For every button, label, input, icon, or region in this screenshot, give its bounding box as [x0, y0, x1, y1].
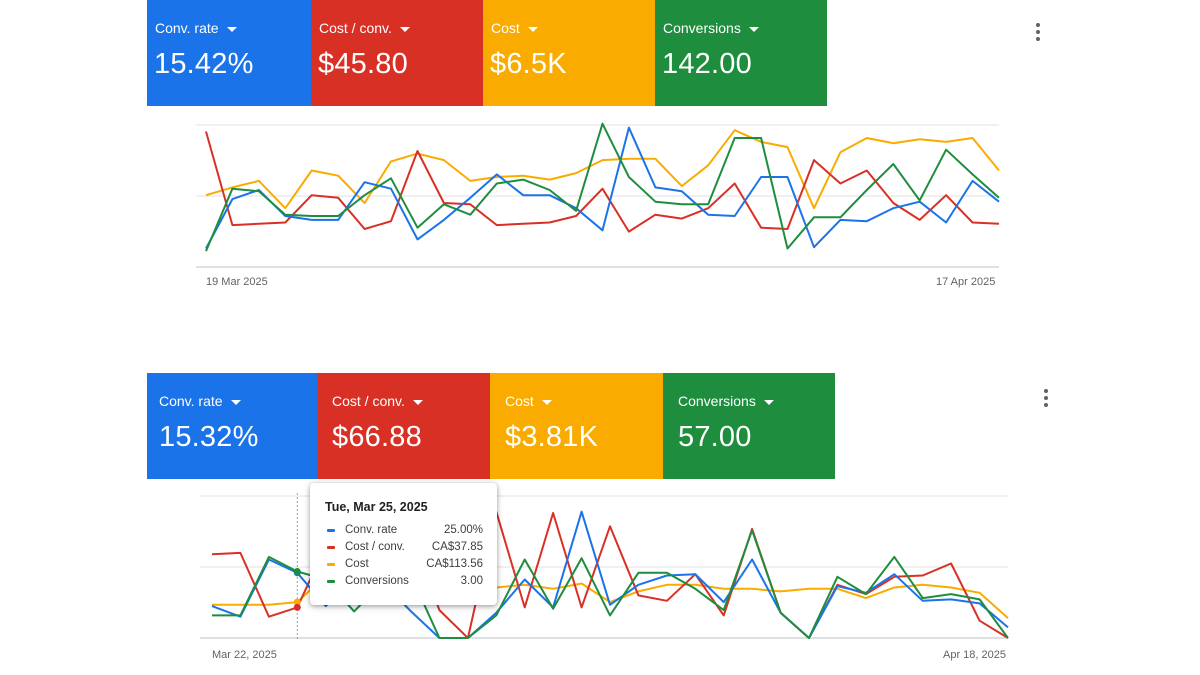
x-axis-start-label: Mar 22, 2025 [212, 649, 277, 661]
metric-label: Cost / conv. [332, 393, 423, 409]
line-chart-1 [196, 122, 1000, 268]
dropdown-caret-icon[interactable] [412, 399, 423, 405]
tooltip-row-value: 3.00 [460, 575, 483, 587]
metric-card-conv-rate[interactable]: Conv. rate 15.42% [147, 0, 311, 106]
metric-card-cost-per-conv[interactable]: Cost / conv. $45.80 [311, 0, 483, 106]
chart-card-1: Conv. rate 15.42% Cost / conv. $45.80 Co… [0, 0, 1200, 300]
hover-point [293, 603, 301, 611]
metric-value: 15.42% [154, 48, 254, 80]
tooltip-row-conv-rate: Conv. rate 25.00% [325, 524, 483, 538]
legend-swatch-yellow [327, 563, 335, 566]
metric-label-text: Cost [505, 393, 534, 409]
metric-label: Conv. rate [155, 20, 237, 36]
tooltip-row-name: Conv. rate [345, 524, 398, 536]
chart-tooltip: Tue, Mar 25, 2025 Conv. rate 25.00% Cost… [310, 483, 497, 605]
dropdown-caret-icon[interactable] [527, 26, 538, 32]
metric-label: Cost / conv. [319, 20, 410, 36]
legend-swatch-red [327, 546, 335, 549]
metric-value: 57.00 [678, 421, 752, 453]
metric-card-conversions[interactable]: Conversions 57.00 [663, 373, 835, 479]
metric-cards-1: Conv. rate 15.42% Cost / conv. $45.80 Co… [147, 0, 827, 106]
x-axis-end-label: 17 Apr 2025 [936, 276, 996, 288]
metric-label-text: Cost / conv. [332, 393, 405, 409]
series-line-conv-rate [205, 126, 1000, 249]
metric-label-text: Cost [491, 20, 520, 36]
metric-label: Cost [491, 20, 538, 36]
metric-label-text: Cost / conv. [319, 20, 392, 36]
metric-label-text: Conversions [678, 393, 756, 409]
hover-point [293, 598, 301, 606]
tooltip-date: Tue, Mar 25, 2025 [325, 500, 428, 514]
tooltip-row-cost: Cost CA$113.56 [325, 558, 483, 572]
metric-value: 142.00 [662, 48, 752, 80]
x-axis-end-label: Apr 18, 2025 [943, 649, 1006, 661]
dropdown-caret-icon[interactable] [763, 399, 774, 405]
more-vert-icon[interactable] [1043, 389, 1049, 407]
metric-card-conversions[interactable]: Conversions 142.00 [655, 0, 827, 106]
metric-value: $3.81K [505, 421, 599, 453]
tooltip-row-value: CA$113.56 [426, 558, 483, 570]
more-vert-icon[interactable] [1035, 23, 1041, 41]
metric-card-cost[interactable]: Cost $3.81K [490, 373, 663, 479]
metric-label: Conversions [663, 20, 759, 36]
dropdown-caret-icon[interactable] [399, 26, 410, 32]
series-line-conversions [205, 122, 1000, 252]
metric-label-text: Conversions [663, 20, 741, 36]
dropdown-caret-icon[interactable] [748, 26, 759, 32]
metric-value: $6.5K [490, 48, 567, 80]
metric-label: Conv. rate [159, 393, 241, 409]
metric-label: Cost [505, 393, 552, 409]
metric-value: $66.88 [332, 421, 422, 453]
tooltip-row-value: 25.00% [443, 524, 483, 536]
series-line-cost [205, 129, 1000, 210]
line-chart-2 [200, 493, 1009, 641]
metric-label: Conversions [678, 393, 774, 409]
hover-point [293, 568, 301, 575]
tooltip-row-name: Conversions [345, 575, 409, 587]
metric-value: 15.32% [159, 421, 259, 453]
metric-card-cost[interactable]: Cost $6.5K [483, 0, 655, 106]
metric-value: $45.80 [318, 48, 408, 80]
legend-swatch-blue [327, 529, 335, 532]
tooltip-row-name: Cost [345, 558, 369, 570]
dropdown-caret-icon[interactable] [230, 399, 241, 405]
dropdown-caret-icon[interactable] [226, 26, 237, 32]
chart-card-2: Conv. rate 15.32% Cost / conv. $66.88 Co… [0, 373, 1200, 675]
dropdown-caret-icon[interactable] [541, 399, 552, 405]
metric-cards-2: Conv. rate 15.32% Cost / conv. $66.88 Co… [147, 373, 835, 479]
metric-label-text: Conv. rate [155, 20, 219, 36]
tooltip-row-cost-per-conv: Cost / conv. CA$37.85 [325, 541, 483, 555]
metric-label-text: Conv. rate [159, 393, 223, 409]
tooltip-row-conversions: Conversions 3.00 [325, 575, 483, 589]
tooltip-row-value: CA$37.85 [431, 541, 483, 553]
legend-swatch-green [327, 580, 335, 583]
metric-card-conv-rate[interactable]: Conv. rate 15.32% [147, 373, 317, 479]
metric-card-cost-per-conv[interactable]: Cost / conv. $66.88 [317, 373, 490, 479]
x-axis-start-label: 19 Mar 2025 [206, 276, 268, 288]
tooltip-row-name: Cost / conv. [345, 541, 405, 553]
series-line-cost-conv [205, 131, 1000, 233]
